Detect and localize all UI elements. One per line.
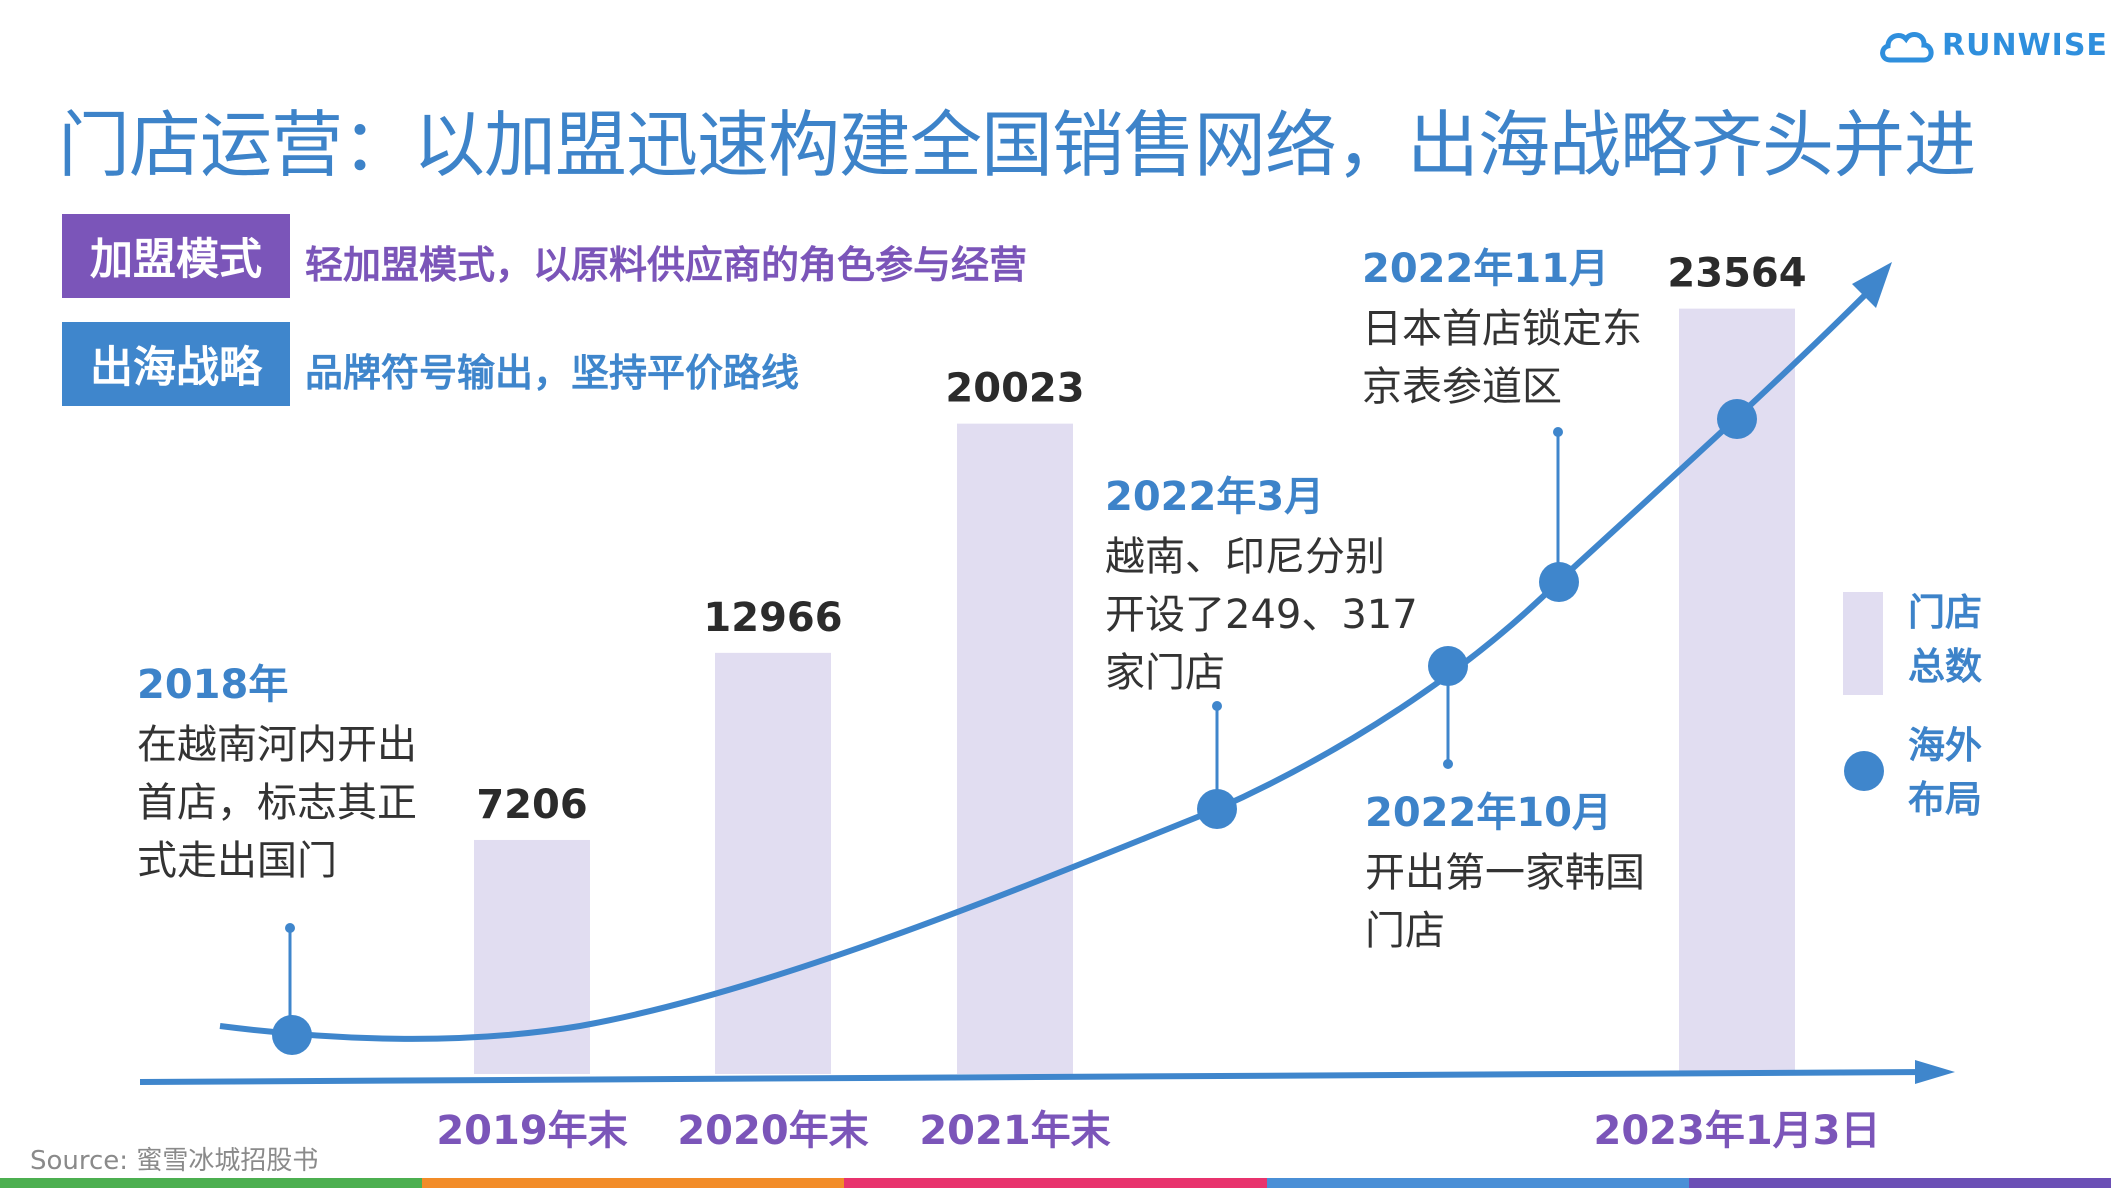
category-label: 2019年末 bbox=[436, 1108, 627, 1154]
annotation-heading: 2018年 bbox=[137, 662, 289, 708]
annotation-2018: 2018年 在越南河内开出 首店，标志其正 式走出国门 bbox=[137, 654, 417, 890]
bottom-bar-segment bbox=[1266, 1178, 1689, 1188]
milestone-dot-2022-03 bbox=[1197, 789, 1237, 829]
leader-end-2022-03 bbox=[1212, 701, 1222, 711]
tag-franchise-desc: 轻加盟模式，以原料供应商的角色参与经营 bbox=[305, 243, 1028, 287]
legend-line: 门店 bbox=[1908, 591, 1982, 634]
annotation-heading: 2022年11月 bbox=[1362, 246, 1609, 292]
bottom-bar-segment bbox=[844, 1178, 1267, 1188]
legend-line: 海外 bbox=[1908, 724, 1982, 767]
annotation-line: 首店，标志其正 bbox=[137, 780, 417, 826]
tag-franchise: 加盟模式 bbox=[62, 214, 290, 298]
leader-end-2018 bbox=[285, 923, 295, 933]
bottom-bar-segment bbox=[0, 1178, 423, 1188]
logo-text: RUNWISE bbox=[1942, 27, 2108, 63]
growth-curve-arrow bbox=[1852, 262, 1892, 308]
leader-end-2022-11 bbox=[1553, 427, 1563, 437]
tag-overseas-desc: 品牌符号输出，坚持平价路线 bbox=[305, 351, 800, 395]
milestone-dot-2022-11 bbox=[1539, 562, 1579, 602]
category-label: 2023年1月3日 bbox=[1594, 1108, 1881, 1154]
annotation-line: 门店 bbox=[1365, 908, 1445, 954]
bar-value-label: 20023 bbox=[945, 366, 1084, 412]
page-title: 门店运营：以加盟迅速构建全国销售网络，出海战略齐头并进 bbox=[58, 103, 1976, 187]
legend-line: 布局 bbox=[1908, 778, 1982, 821]
legend-line: 总数 bbox=[1908, 645, 1982, 688]
annotation-heading: 2022年10月 bbox=[1365, 790, 1612, 836]
growth-curve bbox=[219, 287, 1873, 1042]
bottom-color-bar bbox=[0, 1178, 2111, 1188]
cloud-icon bbox=[1880, 32, 1934, 63]
annotation-line: 越南、印尼分别 bbox=[1105, 534, 1385, 580]
bottom-bar-segment bbox=[1688, 1178, 2111, 1188]
annotation-2022-03: 2022年3月 越南、印尼分别 开设了249、317 家门店 bbox=[1105, 466, 1418, 702]
annotation-line: 开出第一家韩国 bbox=[1365, 850, 1645, 896]
tag-overseas: 出海战略 bbox=[62, 322, 290, 406]
annotation-line: 家门店 bbox=[1105, 650, 1225, 696]
bar-value-label: 7206 bbox=[476, 782, 587, 828]
x-axis bbox=[139, 1069, 1936, 1085]
annotation-line: 京表参道区 bbox=[1362, 364, 1562, 410]
bar-value-label: 23564 bbox=[1667, 251, 1806, 297]
annotation-line: 式走出国门 bbox=[137, 838, 337, 884]
annotation-line: 在越南河内开出 bbox=[137, 722, 417, 768]
source-note: Source: 蜜雪冰城招股书 bbox=[30, 1146, 319, 1176]
milestone-dot-2018 bbox=[272, 1015, 312, 1055]
bar-2 bbox=[957, 423, 1073, 1074]
annotation-2022-11: 2022年11月 日本首店锁定东 京表参道区 bbox=[1362, 238, 1642, 416]
annotation-line: 日本首店锁定东 bbox=[1362, 306, 1642, 352]
milestone-dot-2022-10 bbox=[1428, 646, 1468, 686]
category-label: 2021年末 bbox=[919, 1108, 1110, 1154]
legend-dot-marker bbox=[1844, 751, 1884, 791]
leader-end-2022-10 bbox=[1443, 759, 1453, 769]
legend-overseas-label: 海外 布局 bbox=[1908, 719, 1982, 827]
milestone-dot-2023 bbox=[1717, 399, 1757, 439]
legend-stores-label: 门店 总数 bbox=[1908, 586, 1982, 694]
category-label: 2020年末 bbox=[677, 1108, 868, 1154]
annotation-line: 开设了249、317 bbox=[1105, 592, 1418, 638]
x-axis-arrow bbox=[1915, 1060, 1955, 1084]
bar-value-label: 12966 bbox=[703, 595, 842, 641]
runwise-logo: RUNWISE bbox=[1878, 26, 2108, 64]
bottom-bar-segment bbox=[422, 1178, 845, 1188]
annotation-2022-10: 2022年10月 开出第一家韩国 门店 bbox=[1365, 782, 1645, 960]
bar-1 bbox=[715, 652, 831, 1074]
legend-bar-marker bbox=[1843, 592, 1883, 695]
annotation-heading: 2022年3月 bbox=[1105, 474, 1325, 520]
